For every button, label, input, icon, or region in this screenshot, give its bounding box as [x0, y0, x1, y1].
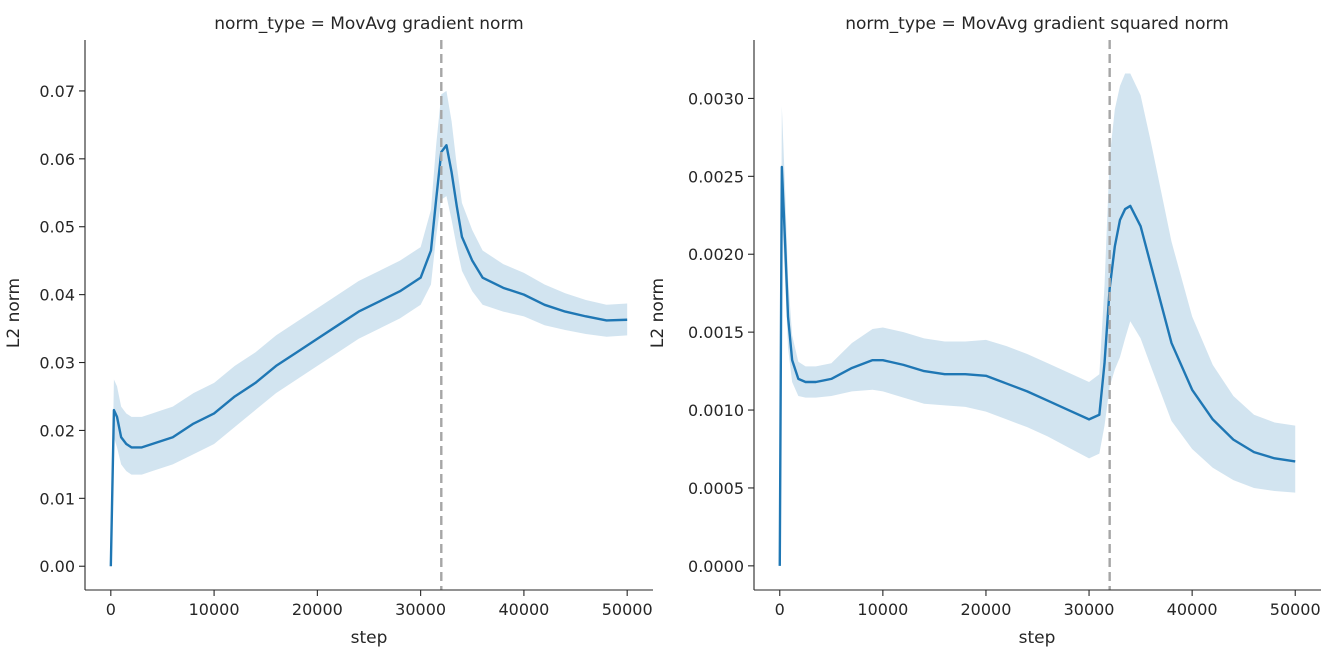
y-tick-label: 0.03 [39, 354, 75, 373]
y-tick-label: 0.0005 [688, 479, 744, 498]
x-tick-label: 20000 [961, 600, 1012, 619]
y-tick-label: 0.07 [39, 82, 75, 101]
x-tick-label: 0 [775, 600, 785, 619]
x-tick-label: 0 [106, 600, 116, 619]
y-tick-label: 0.04 [39, 286, 75, 305]
series-line [109, 144, 628, 567]
y-tick-label: 0.0025 [688, 167, 744, 186]
panel-gradient-norm: norm_type = MovAvg gradient norm step L2… [4, 14, 653, 648]
y-tick-label: 0.01 [39, 489, 75, 508]
y-axis-label: L2 norm [648, 278, 668, 348]
y-tick-label: 0.0030 [688, 89, 744, 108]
y-tick-label: 0.0010 [688, 401, 744, 420]
panel-gradient-squared-norm: norm_type = MovAvg gradient squared norm… [648, 14, 1321, 648]
x-tick-label: 10000 [857, 600, 908, 619]
x-tick-label: 50000 [1270, 600, 1321, 619]
x-tick-label: 50000 [602, 600, 653, 619]
y-tick-label: 0.05 [39, 218, 75, 237]
x-tick-label: 40000 [1167, 600, 1218, 619]
confidence-band [779, 73, 1296, 566]
x-tick-label: 40000 [498, 600, 549, 619]
x-tick-label: 30000 [1064, 600, 1115, 619]
panel-title: norm_type = MovAvg gradient squared norm [845, 14, 1229, 34]
y-tick-label: 0.0000 [688, 557, 744, 576]
series-line [778, 165, 1296, 566]
y-axis-label: L2 norm [4, 278, 24, 348]
x-axis-label: step [1019, 628, 1056, 648]
confidence-band [110, 90, 628, 567]
panel-title: norm_type = MovAvg gradient norm [214, 14, 523, 34]
x-axis-label: step [351, 628, 388, 648]
x-tick-label: 10000 [189, 600, 240, 619]
y-tick-label: 0.06 [39, 150, 75, 169]
x-tick-label: 20000 [292, 600, 343, 619]
y-tick-label: 0.0020 [688, 245, 744, 264]
y-tick-label: 0.0015 [688, 323, 744, 342]
x-tick-label: 30000 [395, 600, 446, 619]
y-tick-label: 0.00 [39, 557, 75, 576]
y-tick-label: 0.02 [39, 421, 75, 440]
